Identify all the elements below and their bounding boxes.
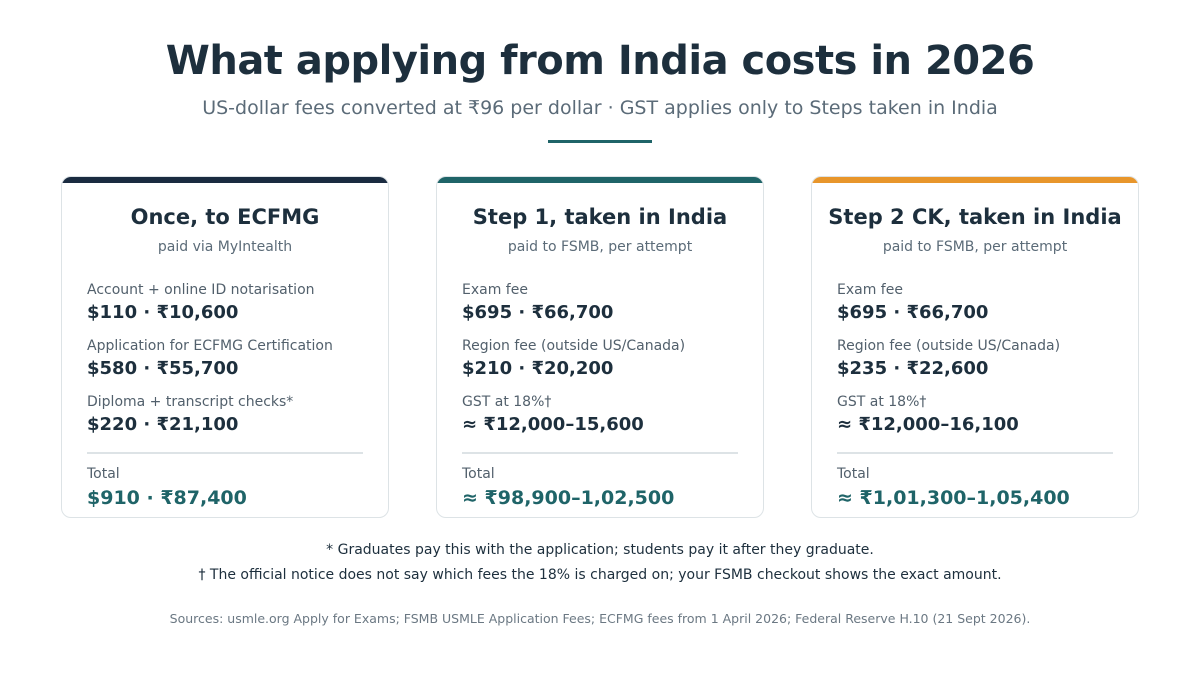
fee-item: Region fee (outside US/Canada) $210 · ₹2… — [462, 337, 738, 381]
fee-item: Exam fee $695 · ₹66,700 — [837, 281, 1113, 325]
card-step1: Step 1, taken in India paid to FSMB, per… — [436, 176, 764, 518]
fee-item: GST at 18%† ≈ ₹12,000–15,600 — [462, 393, 738, 437]
fee-value: $220 · ₹21,100 — [87, 414, 239, 435]
fee-value: $580 · ₹55,700 — [87, 358, 239, 379]
fee-value: ≈ ₹12,000–16,100 — [837, 414, 1019, 435]
fee-item: Application for ECFMG Certification $580… — [87, 337, 363, 381]
fee-label: GST at 18%† — [837, 394, 927, 410]
total-value: ≈ ₹1,01,300–1,05,400 — [837, 487, 1070, 509]
page-subtitle: US-dollar fees converted at ₹96 per doll… — [202, 97, 998, 119]
fee-item: Diploma + transcript checks* $220 · ₹21,… — [87, 393, 363, 437]
fee-label: Diploma + transcript checks* — [87, 394, 294, 410]
total-label: Total — [87, 466, 120, 482]
card-title: Step 2 CK, taken in India — [828, 205, 1122, 229]
footnote-dagger: † The official notice does not say which… — [198, 567, 1002, 583]
fee-label: Exam fee — [837, 282, 903, 298]
fee-value: $210 · ₹20,200 — [462, 358, 614, 379]
card-subtitle: paid via MyIntealth — [157, 239, 293, 255]
fee-item: Account + online ID notarisation $110 · … — [87, 281, 363, 325]
fee-value: ≈ ₹12,000–15,600 — [462, 414, 644, 435]
fee-value: $235 · ₹22,600 — [837, 358, 989, 379]
fee-item: Region fee (outside US/Canada) $235 · ₹2… — [837, 337, 1113, 381]
card-title: Once, to ECFMG — [130, 205, 320, 229]
fee-value: $110 · ₹10,600 — [87, 302, 239, 323]
total-label: Total — [462, 466, 495, 482]
card-ecfmg: Once, to ECFMG paid via MyIntealth Accou… — [61, 176, 389, 518]
total-value: ≈ ₹98,900–1,02,500 — [462, 487, 675, 509]
card-accent-bar — [812, 177, 1138, 183]
fee-total: Total $910 · ₹87,400 — [87, 465, 363, 511]
card-title: Step 1, taken in India — [472, 205, 728, 229]
total-label: Total — [837, 466, 870, 482]
card-accent-bar — [437, 177, 763, 183]
fee-label: Region fee (outside US/Canada) — [837, 338, 1061, 354]
fee-item: Exam fee $695 · ₹66,700 — [462, 281, 738, 325]
sources-note: Sources: usmle.org Apply for Exams; FSMB… — [169, 611, 1031, 626]
fee-label: Application for ECFMG Certification — [87, 338, 333, 354]
fee-total: Total ≈ ₹98,900–1,02,500 — [462, 465, 738, 511]
fee-value: $695 · ₹66,700 — [837, 302, 989, 323]
card-step2ck: Step 2 CK, taken in India paid to FSMB, … — [811, 176, 1139, 518]
card-divider — [87, 452, 363, 454]
card-accent-bar — [62, 177, 388, 183]
fee-label: GST at 18%† — [462, 394, 552, 410]
card-subtitle: paid to FSMB, per attempt — [882, 239, 1068, 255]
fee-label: Region fee (outside US/Canada) — [462, 338, 686, 354]
page-title: What applying from India costs in 2026 — [165, 38, 1035, 84]
fee-value: $695 · ₹66,700 — [462, 302, 614, 323]
card-divider — [837, 452, 1113, 454]
card-divider — [462, 452, 738, 454]
fee-item: GST at 18%† ≈ ₹12,000–16,100 — [837, 393, 1113, 437]
card-subtitle: paid to FSMB, per attempt — [507, 239, 693, 255]
title-divider — [548, 140, 652, 143]
fee-label: Account + online ID notarisation — [87, 282, 315, 298]
fee-label: Exam fee — [462, 282, 528, 298]
fee-total: Total ≈ ₹1,01,300–1,05,400 — [837, 465, 1113, 511]
footnote-asterisk: * Graduates pay this with the applicatio… — [326, 542, 874, 558]
total-value: $910 · ₹87,400 — [87, 487, 247, 509]
